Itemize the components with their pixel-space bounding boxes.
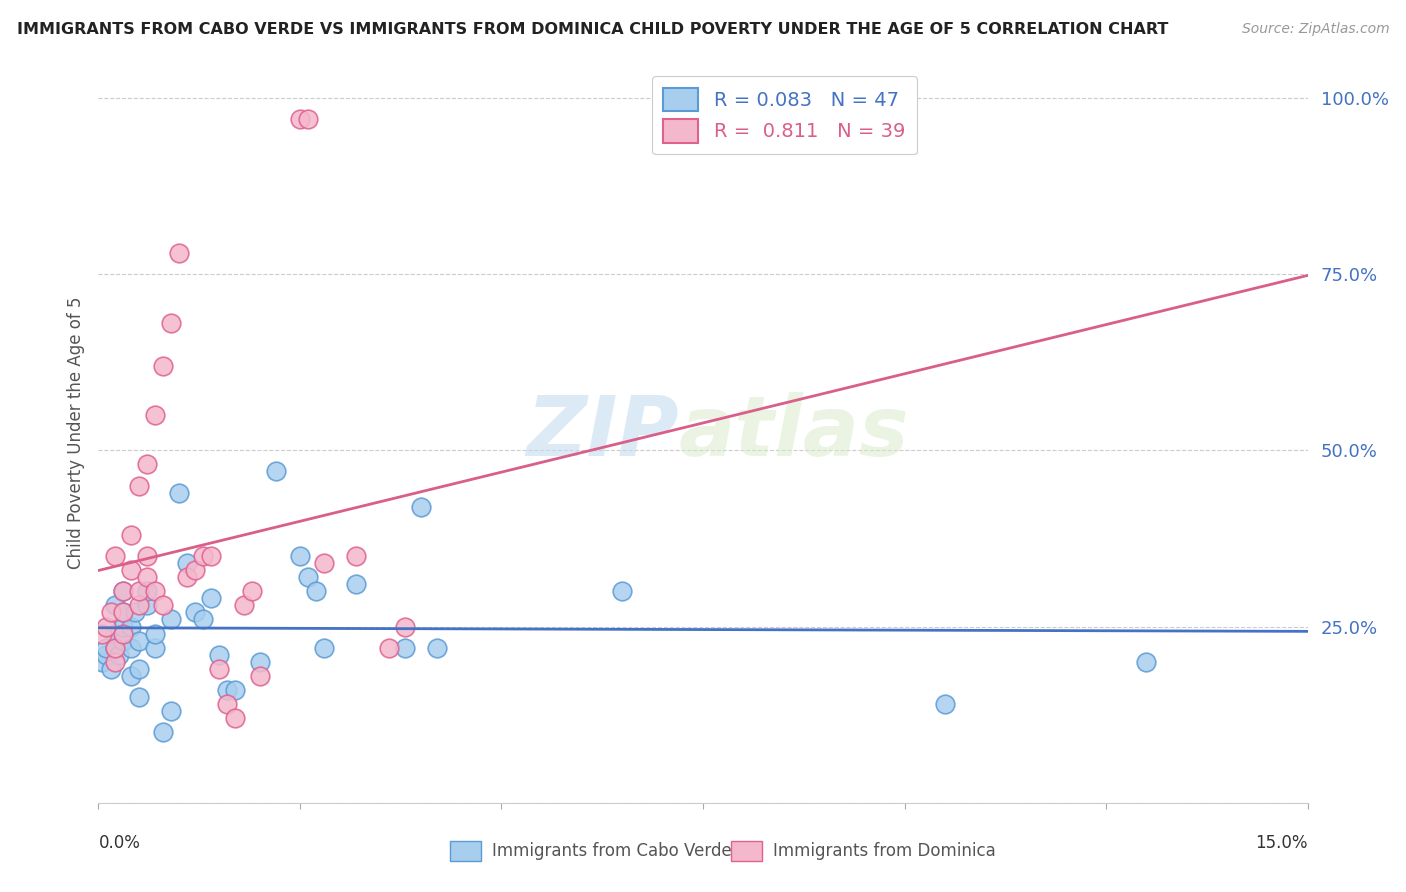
Point — [612, 584, 634, 599]
Point — [128, 662, 150, 676]
Point — [426, 640, 449, 655]
Point — [135, 599, 157, 613]
Point — [152, 599, 174, 613]
Point — [103, 640, 125, 655]
Point — [176, 570, 198, 584]
Point — [120, 528, 142, 542]
Point — [232, 599, 254, 613]
Point — [934, 697, 956, 711]
Point — [314, 640, 336, 655]
Point — [103, 599, 125, 613]
Point — [111, 619, 134, 633]
Point — [91, 626, 114, 640]
Point — [249, 655, 271, 669]
Point — [208, 662, 231, 676]
Point — [124, 606, 146, 620]
Point — [128, 584, 150, 599]
Point — [111, 606, 134, 620]
Point — [135, 570, 157, 584]
Text: atlas: atlas — [679, 392, 910, 473]
Point — [1135, 655, 1157, 669]
Point — [100, 606, 122, 620]
Point — [160, 612, 183, 626]
Point — [96, 619, 118, 633]
Point — [264, 464, 287, 478]
Point — [96, 640, 118, 655]
Point — [143, 408, 166, 422]
Point — [128, 599, 150, 613]
Point — [288, 549, 311, 563]
Point — [120, 619, 142, 633]
Point — [344, 549, 367, 563]
Point — [100, 662, 122, 676]
Point — [135, 584, 157, 599]
Point — [224, 683, 246, 698]
Y-axis label: Child Poverty Under the Age of 5: Child Poverty Under the Age of 5 — [66, 296, 84, 569]
Point — [160, 316, 183, 330]
Point — [184, 563, 207, 577]
Text: Source: ZipAtlas.com: Source: ZipAtlas.com — [1241, 22, 1389, 37]
Point — [167, 245, 190, 260]
Point — [152, 359, 174, 373]
Point — [111, 584, 134, 599]
Point — [103, 655, 125, 669]
Point — [91, 655, 114, 669]
Text: Immigrants from Cabo Verde: Immigrants from Cabo Verde — [492, 842, 733, 860]
Text: IMMIGRANTS FROM CABO VERDE VS IMMIGRANTS FROM DOMINICA CHILD POVERTY UNDER THE A: IMMIGRANTS FROM CABO VERDE VS IMMIGRANTS… — [17, 22, 1168, 37]
Point — [160, 704, 183, 718]
Point — [377, 640, 399, 655]
Point — [305, 584, 328, 599]
Text: 15.0%: 15.0% — [1256, 834, 1308, 852]
Point — [143, 584, 166, 599]
Point — [128, 690, 150, 704]
Point — [208, 648, 231, 662]
Text: ZIP: ZIP — [526, 392, 679, 473]
Point — [143, 640, 166, 655]
Point — [120, 669, 142, 683]
Point — [135, 458, 157, 472]
Point — [96, 648, 118, 662]
Point — [103, 549, 125, 563]
Point — [314, 556, 336, 570]
Point — [167, 485, 190, 500]
Point — [193, 612, 215, 626]
Point — [217, 683, 239, 698]
Point — [128, 478, 150, 492]
Point — [217, 697, 239, 711]
Point — [176, 556, 198, 570]
Point — [394, 640, 416, 655]
Point — [103, 640, 125, 655]
Point — [344, 577, 367, 591]
Text: Immigrants from Dominica: Immigrants from Dominica — [773, 842, 995, 860]
Point — [297, 570, 319, 584]
Point — [200, 549, 222, 563]
Point — [135, 549, 157, 563]
Legend: R = 0.083   N = 47, R =  0.811   N = 39: R = 0.083 N = 47, R = 0.811 N = 39 — [652, 76, 917, 154]
Point — [111, 633, 134, 648]
Point — [193, 549, 215, 563]
Point — [111, 626, 134, 640]
Point — [107, 648, 129, 662]
Point — [394, 619, 416, 633]
Point — [297, 112, 319, 126]
Point — [409, 500, 432, 514]
Point — [111, 584, 134, 599]
Point — [240, 584, 263, 599]
Point — [288, 112, 311, 126]
Point — [120, 640, 142, 655]
Point — [111, 606, 134, 620]
Point — [200, 591, 222, 606]
Point — [120, 563, 142, 577]
Point — [184, 606, 207, 620]
Point — [143, 626, 166, 640]
Text: 0.0%: 0.0% — [98, 834, 141, 852]
Point — [103, 626, 125, 640]
Point — [249, 669, 271, 683]
Point — [224, 711, 246, 725]
Point — [128, 633, 150, 648]
Point — [152, 725, 174, 739]
